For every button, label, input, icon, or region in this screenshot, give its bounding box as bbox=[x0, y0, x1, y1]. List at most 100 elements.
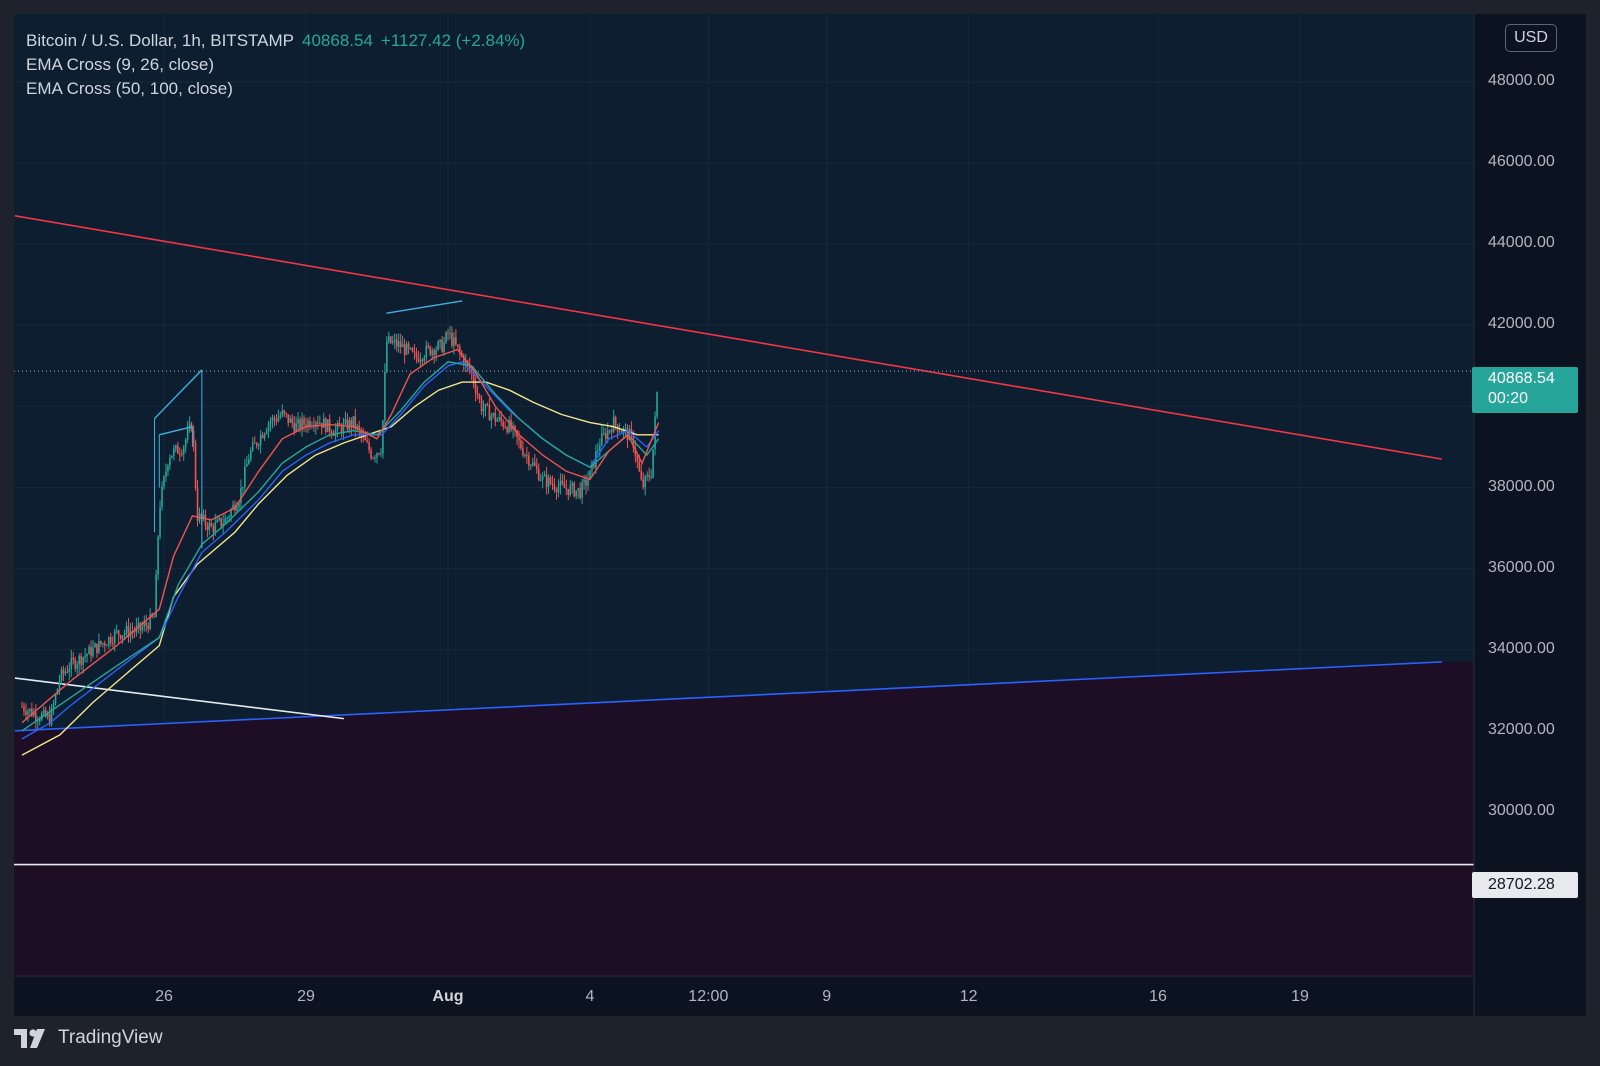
candle-body bbox=[603, 433, 605, 435]
time-tick-label: 19 bbox=[1291, 988, 1309, 1005]
candle-body bbox=[640, 471, 643, 480]
price-tick-label: 34000.00 bbox=[1488, 639, 1555, 657]
candle-body bbox=[403, 344, 406, 355]
candle-body bbox=[650, 477, 652, 479]
candle-body bbox=[165, 471, 167, 477]
candle-body bbox=[455, 337, 457, 345]
candle-body bbox=[539, 479, 542, 481]
candle-body bbox=[413, 351, 416, 353]
candle-body bbox=[92, 647, 94, 656]
candle-body bbox=[447, 332, 449, 334]
candle-body bbox=[48, 713, 51, 725]
candle-body bbox=[563, 483, 566, 488]
candle-body bbox=[192, 430, 195, 443]
candle-body bbox=[271, 417, 274, 422]
candle-body bbox=[175, 445, 177, 449]
candle-body bbox=[577, 488, 579, 491]
candle-body bbox=[25, 711, 27, 715]
candle-body bbox=[638, 461, 641, 472]
candle-body bbox=[155, 574, 157, 618]
time-tick-label: 4 bbox=[585, 988, 595, 1005]
candle-body bbox=[462, 356, 465, 366]
time-tick-label: 12:00 bbox=[688, 988, 729, 1005]
price-tick-label: 46000.00 bbox=[1488, 153, 1555, 171]
candle-body bbox=[230, 509, 232, 517]
legend-indicator-ema-9-26[interactable]: EMA Cross (9, 26, close) bbox=[26, 55, 215, 74]
candle-body bbox=[401, 344, 404, 348]
candle-body bbox=[350, 420, 353, 428]
candle-body bbox=[307, 420, 309, 428]
legend-indicator-ema-50-100[interactable]: EMA Cross (50, 100, close) bbox=[26, 79, 233, 98]
candle-body bbox=[102, 643, 104, 645]
candle-body bbox=[606, 430, 609, 439]
candle-body bbox=[610, 430, 613, 433]
candle-body bbox=[419, 359, 422, 362]
price-tick-label: 48000.00 bbox=[1488, 72, 1555, 89]
candle-body bbox=[297, 419, 299, 424]
candle-body bbox=[547, 477, 550, 487]
candle-body bbox=[579, 488, 581, 498]
candle-body bbox=[121, 635, 124, 639]
time-tick-label: 26 bbox=[155, 988, 173, 1005]
candle-body bbox=[212, 526, 215, 533]
candle-body bbox=[356, 425, 359, 429]
candle-body bbox=[384, 371, 386, 421]
candle-body bbox=[287, 414, 290, 423]
candle-body bbox=[423, 357, 426, 361]
candle-body bbox=[494, 413, 497, 422]
candle-body bbox=[342, 423, 345, 433]
candle-body bbox=[253, 442, 256, 444]
candle-body bbox=[328, 419, 331, 432]
currency-button[interactable]: USD bbox=[1505, 24, 1557, 52]
candle-body bbox=[630, 429, 633, 433]
candle-body bbox=[119, 635, 122, 639]
support-trendline bbox=[14, 661, 1443, 732]
tradingview-logo[interactable]: TradingView bbox=[14, 1027, 163, 1049]
candle-body bbox=[141, 626, 144, 631]
candle-body bbox=[248, 459, 250, 465]
candle-body bbox=[358, 425, 361, 430]
legend-change: +1127.42 (+2.84%) bbox=[380, 31, 526, 50]
candle-body bbox=[167, 465, 169, 472]
candle-body bbox=[117, 630, 120, 636]
candle-body bbox=[137, 622, 140, 627]
candle-body bbox=[441, 339, 443, 353]
candle-body bbox=[186, 429, 189, 440]
candle-body bbox=[417, 357, 420, 362]
candle-body bbox=[388, 336, 390, 342]
price-tick-label: 30000.00 bbox=[1488, 801, 1555, 819]
candle-body bbox=[372, 458, 374, 460]
candle-body bbox=[476, 393, 479, 396]
drawing-ray bbox=[159, 425, 193, 436]
time-tick-label: 12 bbox=[959, 988, 978, 1005]
legend-symbol-row[interactable]: Bitcoin / U.S. Dollar, 1h, BITSTAMP 40868… bbox=[26, 29, 525, 53]
candle-body bbox=[330, 431, 333, 435]
candle-body bbox=[583, 479, 585, 483]
candle-body bbox=[171, 455, 173, 458]
candle-body bbox=[380, 453, 382, 455]
candle-body bbox=[202, 514, 205, 519]
candle-body bbox=[334, 429, 337, 437]
candle-body bbox=[468, 364, 471, 371]
candle-body bbox=[628, 429, 631, 441]
candle-body bbox=[188, 423, 191, 430]
candle-body bbox=[522, 448, 524, 456]
candle-body bbox=[533, 462, 536, 466]
candle-body bbox=[526, 454, 528, 456]
candle-body bbox=[80, 655, 82, 665]
candle-body bbox=[309, 420, 311, 427]
candle-body bbox=[636, 456, 639, 462]
candle-body bbox=[161, 486, 163, 508]
candle-body bbox=[411, 348, 414, 352]
candle-body bbox=[305, 424, 307, 428]
candle-body bbox=[459, 346, 461, 353]
candle-body bbox=[196, 487, 199, 522]
candle-body bbox=[374, 457, 376, 459]
candle-body bbox=[435, 349, 437, 356]
candle-body bbox=[255, 443, 258, 446]
candle-body bbox=[133, 631, 136, 633]
candle-body bbox=[113, 631, 116, 644]
candle-body bbox=[244, 466, 246, 487]
candle-body bbox=[589, 470, 591, 480]
